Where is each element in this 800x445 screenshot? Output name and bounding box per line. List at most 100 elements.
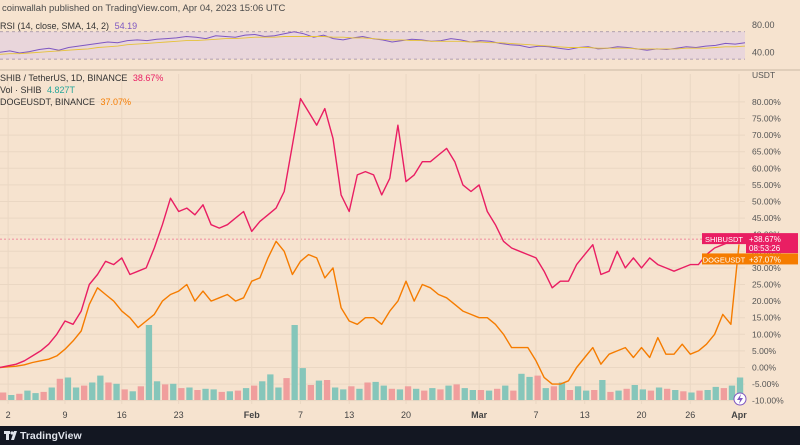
volume-bar <box>210 389 217 400</box>
volume-bar <box>56 378 63 401</box>
volume-bar <box>218 391 225 400</box>
shib-legend[interactable]: SHIB / TetherUS, 1D, BINANCE 38.67% <box>0 73 163 83</box>
volume-bar <box>323 380 331 400</box>
volume-bar <box>647 390 655 400</box>
volume-bar <box>720 388 727 400</box>
volume-bar <box>380 385 387 400</box>
volume-bar <box>461 388 468 400</box>
volume-bar <box>413 388 420 401</box>
volume-bar <box>16 393 23 401</box>
y-axis-unit: USDT <box>752 70 775 80</box>
volume-bar <box>550 386 557 401</box>
volume-bar <box>680 391 687 400</box>
x-tick-label: 20 <box>637 410 647 420</box>
publisher-text: coinwallah published on TradingView.com,… <box>2 3 286 14</box>
x-tick-label: 7 <box>533 410 538 420</box>
volume-bar <box>186 387 193 400</box>
volume-bar <box>445 385 452 400</box>
volume-bar <box>89 382 96 400</box>
publisher-header: coinwallah published on TradingView.com,… <box>0 0 800 16</box>
shib-legend-value: 38.67% <box>132 73 164 83</box>
volume-bars <box>0 325 744 401</box>
doge-value-text: +37.07% <box>749 255 781 264</box>
volume-bar <box>421 390 428 400</box>
volume-bar <box>510 390 517 400</box>
tradingview-footer: TradingView <box>0 426 800 445</box>
lightning-icon-bolt <box>737 394 743 404</box>
volume-bar <box>396 389 404 400</box>
volume-bar <box>178 388 185 400</box>
rsi-sma-line <box>0 36 746 55</box>
doge-symbol-text: DOGEUSDT <box>703 255 746 264</box>
volume-bar <box>518 373 525 401</box>
volume-bar <box>113 383 120 401</box>
y-tick-label: 25.00% <box>752 279 781 289</box>
tradingview-brand: TradingView <box>20 430 82 442</box>
volume-bar <box>639 389 646 400</box>
price-lines <box>0 97 740 385</box>
volume-bar <box>526 376 533 400</box>
volume-bar <box>267 374 274 400</box>
volume-bar <box>623 388 630 401</box>
volume-bar <box>502 385 509 400</box>
volume-bar <box>558 382 566 400</box>
volume-bar <box>48 387 55 400</box>
doge-legend[interactable]: DOGEUSDT, BINANCE 37.07% <box>0 97 131 107</box>
x-tick-label: Feb <box>244 410 261 420</box>
volume-bar <box>275 387 282 400</box>
y-tick-label: 30.00% <box>752 263 781 273</box>
volume-bar <box>242 388 250 400</box>
volume-bar <box>97 375 104 400</box>
volume-bar <box>704 390 711 400</box>
x-tick-label: Mar <box>471 410 488 420</box>
y-tick-label: 65.00% <box>752 147 781 157</box>
volume-bar <box>404 386 412 401</box>
volume-bar <box>194 390 201 400</box>
rsi-band <box>0 31 745 60</box>
rsi-tick-label: 80.00 <box>752 20 775 30</box>
volume-bar <box>145 325 153 400</box>
volume-bar <box>664 388 671 401</box>
volume-bar <box>72 387 80 400</box>
volume-bar <box>485 390 493 400</box>
volume-bar <box>315 380 323 400</box>
volume-bar <box>429 388 436 400</box>
y-tick-label: 70.00% <box>752 130 781 140</box>
shib-legend-name: SHIB / TetherUS, 1D, BINANCE <box>0 73 128 83</box>
volume-bar <box>469 390 476 400</box>
volume-bar <box>388 388 395 401</box>
volume-bar <box>688 392 695 400</box>
volume-bar <box>226 391 233 400</box>
chart-background <box>0 16 800 426</box>
volume-bar <box>137 386 144 401</box>
y-tick-label: 75.00% <box>752 114 781 124</box>
y-tick-label: 80.00% <box>752 97 781 107</box>
volume-bar <box>81 385 88 400</box>
volume-bar <box>105 382 112 400</box>
lightning-icon <box>733 392 747 406</box>
x-tick-label: 7 <box>298 410 303 420</box>
doge-symbol-tag <box>702 253 746 265</box>
doge-value-tag <box>746 253 798 265</box>
volume-bar <box>599 380 606 400</box>
shib-value-tag <box>746 233 798 254</box>
volume-bar <box>340 389 347 400</box>
volume-bar <box>153 381 161 401</box>
volume-bar <box>291 325 298 400</box>
rsi-pane: 80.00 40.00 <box>0 20 800 71</box>
volume-bar <box>283 378 290 400</box>
x-tick-label: 23 <box>174 410 184 420</box>
volume-bar <box>453 384 460 400</box>
vol-legend[interactable]: Vol · SHIB 4.827T <box>0 85 75 95</box>
volume-bar <box>162 384 169 400</box>
volume-bar <box>728 385 736 400</box>
y-tick-label: -5.00% <box>752 379 779 389</box>
volume-bar <box>64 377 72 400</box>
x-tick-label: 2 <box>6 410 11 420</box>
y-tick-label: 45.00% <box>752 213 781 223</box>
volume-bar <box>299 368 306 400</box>
x-tick-label: 20 <box>401 410 411 420</box>
doge-legend-name: DOGEUSDT, BINANCE <box>0 97 96 107</box>
